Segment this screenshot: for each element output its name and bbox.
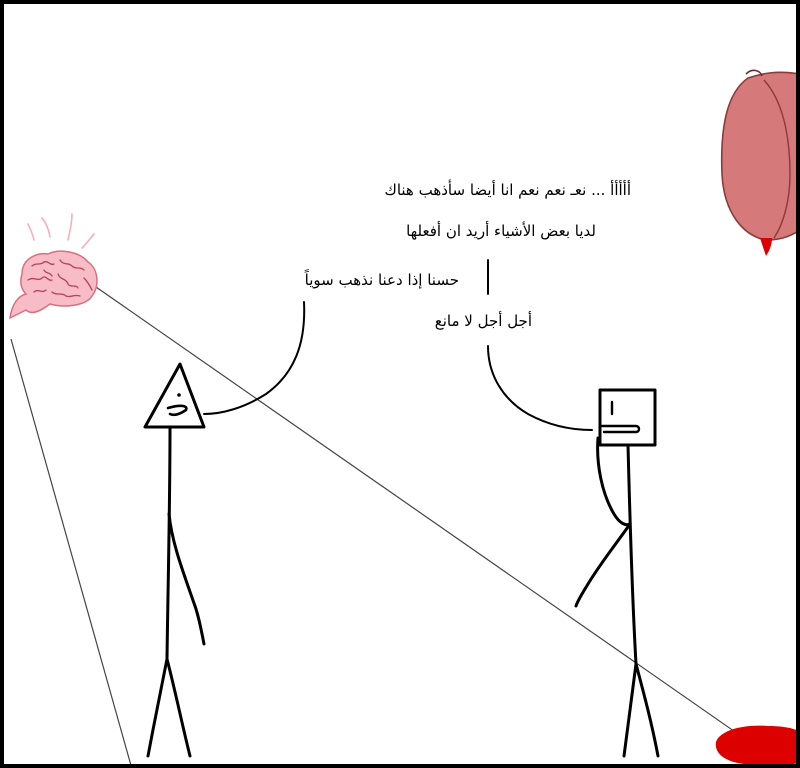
square-head-figure	[574, 388, 660, 758]
speech-square-line-2: لديا بعض الأشياء أريد ان أفعلها	[406, 222, 596, 240]
comic-scene	[9, 69, 796, 764]
square-arm-upper	[596, 436, 632, 527]
blood-puddle-icon	[715, 725, 796, 764]
triangle-arm	[167, 512, 206, 646]
speech-square-reply: أجل أجل لا مانع	[434, 312, 532, 330]
brain-body	[9, 250, 98, 320]
blood-drip	[760, 238, 772, 256]
perspective-line-left	[10, 338, 132, 764]
heart-body	[720, 71, 796, 241]
square-head	[598, 388, 657, 447]
perspective-lines	[10, 286, 765, 764]
perspective-line-right	[95, 286, 765, 753]
speech-square-line-1: أأأأأ ... نعـ نعم نعم انا أيضا سأذهب هنا…	[384, 181, 631, 199]
triangle-head	[143, 362, 206, 429]
triangle-leg-left	[146, 657, 169, 758]
square-leg-right	[634, 662, 660, 758]
speech-tails	[203, 259, 593, 431]
triangle-head-figure	[143, 362, 206, 758]
triangle-body	[165, 426, 172, 661]
heart-icon	[720, 69, 796, 256]
square-body	[626, 443, 638, 666]
speech-triangle-line: حسنا إذا دعنا نذهب سوياً	[304, 271, 459, 289]
triangle-speech-tail	[203, 301, 306, 415]
square-arm-lower	[574, 522, 632, 608]
brain-icon	[9, 213, 98, 320]
triangle-leg-right	[165, 657, 192, 758]
square-speech-tail-lower	[487, 345, 593, 431]
square-leg-left	[622, 662, 638, 758]
